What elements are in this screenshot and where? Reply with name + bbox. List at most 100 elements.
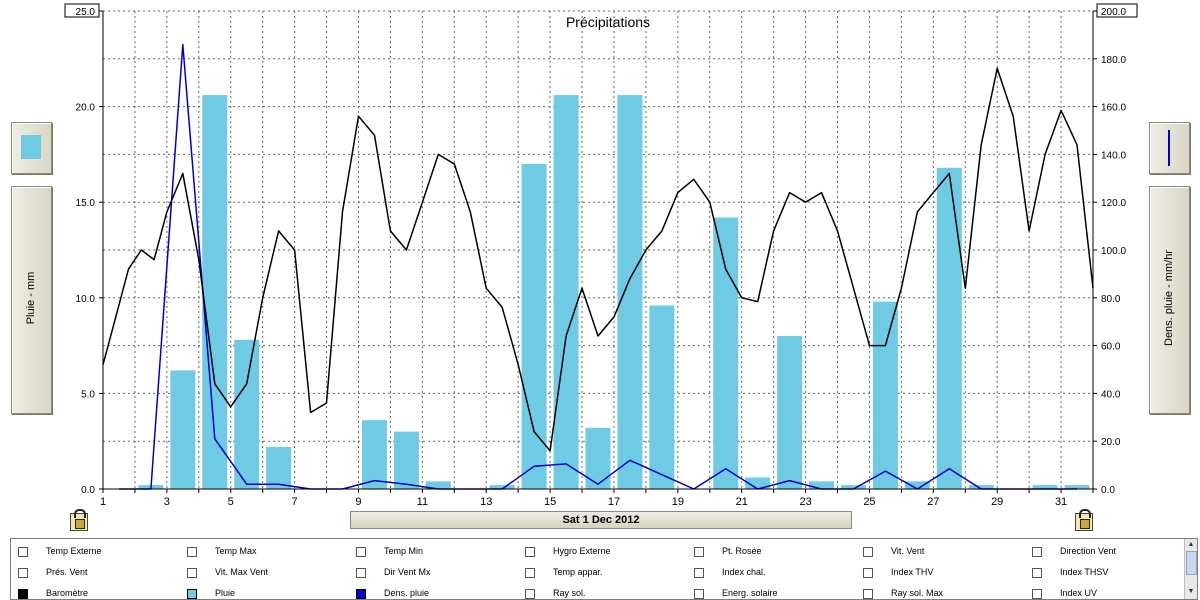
scroll-up-arrow-icon[interactable]: ▲: [1187, 541, 1195, 548]
legend-checkbox[interactable]: [525, 568, 535, 578]
legend-label: Energ. solaire: [722, 588, 778, 598]
right-axis-label-panel[interactable]: Dens. pluie - mm/hr: [1149, 186, 1190, 414]
y-tick-label: 20.0: [76, 103, 96, 114]
y2-top-tick-box: [1096, 3, 1138, 18]
y-tick-label: 10.0: [76, 294, 96, 305]
pluie-bar: [393, 431, 419, 489]
x-tick-label: 11: [417, 496, 428, 505]
legend-checkbox[interactable]: [694, 589, 704, 599]
x-tick-label: 15: [544, 496, 556, 505]
left-lock-icon[interactable]: [70, 509, 88, 531]
legend-label: Temp Externe: [46, 546, 102, 556]
pluie-bar: [840, 485, 866, 489]
right-axis-label: Dens. pluie - mm/hr: [1163, 250, 1175, 346]
pluie-bar: [361, 420, 387, 489]
y2-tick-label: 80.0: [1101, 294, 1121, 305]
x-tick-label: 25: [863, 496, 875, 505]
dens-pluie-series-swatch-panel[interactable]: [1149, 122, 1190, 174]
pluie-series-swatch-panel[interactable]: [11, 122, 52, 174]
dens-pluie-swatch: [1168, 130, 1170, 166]
legend-label: Vit. Max Vent: [215, 567, 268, 577]
series-legend: Temp Externe Temp Max Temp Min Hygro Extern…: [10, 538, 1198, 600]
legend-checkbox[interactable]: [1032, 589, 1042, 599]
legend-label: Index chal.: [722, 567, 766, 577]
pluie-bar: [170, 370, 196, 489]
right-lock-icon[interactable]: [1075, 509, 1093, 531]
legend-checkbox[interactable]: [863, 589, 873, 599]
x-tick-label: 31: [1055, 496, 1067, 505]
pluie-bar: [585, 427, 611, 489]
legend-label: Baromètre: [46, 588, 89, 598]
y2-tick-label: 200.0: [1101, 7, 1126, 18]
pluie-bar: [904, 481, 930, 489]
legend-checkbox[interactable]: [187, 568, 197, 578]
y2-tick-label: 140.0: [1101, 150, 1126, 161]
legend-checkbox[interactable]: [525, 547, 535, 557]
x-tick-label: 3: [164, 496, 170, 505]
legend-checkbox[interactable]: [18, 547, 28, 557]
legend-label: Direction Vent: [1060, 546, 1117, 556]
pluie-bar: [872, 301, 898, 489]
legend-checkbox[interactable]: [356, 568, 366, 578]
left-axis-label: Pluie - mm: [25, 271, 37, 325]
legend-checkbox[interactable]: [356, 589, 366, 599]
x-tick-label: 13: [480, 496, 492, 505]
legend-label: Pluie: [215, 588, 236, 598]
x-tick-label: 27: [927, 496, 939, 505]
chart-title: Précipitations: [566, 14, 650, 30]
y-tick-label: 15.0: [76, 198, 96, 209]
legend-checkbox[interactable]: [1032, 547, 1042, 557]
pluie-bar: [202, 95, 228, 490]
legend-checkbox[interactable]: [694, 547, 704, 557]
legend-checkbox[interactable]: [1032, 568, 1042, 578]
legend-label: Index THV: [891, 567, 934, 577]
x-tick-label: 7: [292, 496, 298, 505]
y2-tick-label: 60.0: [1101, 342, 1121, 353]
pluie-bar: [649, 305, 675, 489]
precipitation-chart: 1 3 5 7 9 11 13 15 17 19 21 23 25 27 29 310.05.010.015.…: [64, 3, 1138, 505]
x-tick-label: 23: [799, 496, 811, 505]
y2-tick-label: 40.0: [1101, 389, 1121, 400]
temp-externe-line: [102, 67, 1094, 452]
x-tick-label: 5: [228, 496, 234, 505]
legend-label: Hygro Externe: [553, 546, 611, 556]
legend-label: Pt. Rosée: [722, 546, 762, 556]
legend-checkbox[interactable]: [694, 568, 704, 578]
scroll-down-arrow-icon[interactable]: ▼: [1187, 588, 1195, 595]
pluie-bar: [713, 217, 739, 489]
left-axis-label-panel[interactable]: Pluie - mm: [11, 186, 52, 414]
legend-checkbox[interactable]: [187, 547, 197, 557]
x-tick-label: 9: [355, 496, 361, 505]
x-tick-label: 21: [736, 496, 748, 505]
legend-label: Ray sol. Max: [891, 588, 944, 598]
legend-scrollbar[interactable]: ▲ ▼: [1184, 539, 1197, 599]
y2-tick-label: 120.0: [1101, 198, 1126, 209]
pluie-bar: [936, 167, 962, 489]
legend-label: Index THSV: [1060, 567, 1109, 577]
pluie-bar: [521, 163, 547, 489]
y2-tick-label: 0.0: [1101, 485, 1115, 496]
y2-tick-label: 20.0: [1101, 437, 1121, 448]
legend-checkbox[interactable]: [18, 589, 28, 599]
y-tick-label: 5.0: [81, 389, 95, 400]
date-scroll-bar[interactable]: Sat 1 Dec 2012: [350, 511, 852, 529]
legend-checkbox[interactable]: [18, 568, 28, 578]
pluie-bar: [1064, 485, 1090, 489]
y-tick-label: 0.0: [81, 485, 95, 496]
legend-label: Dir Vent Mx: [384, 567, 431, 577]
pluie-bar: [553, 95, 579, 490]
legend-checkbox[interactable]: [525, 589, 535, 599]
x-tick-label: 29: [991, 496, 1003, 505]
legend-label: Index UV: [1060, 588, 1098, 598]
legend-label: Temp Min: [384, 546, 424, 556]
scroll-thumb[interactable]: [1186, 551, 1197, 575]
legend-label: Prés. Vent: [46, 567, 88, 577]
legend-checkbox[interactable]: [863, 547, 873, 557]
pluie-bar: [777, 336, 803, 489]
pluie-bar: [968, 485, 994, 489]
x-tick-label: 17: [608, 496, 620, 505]
legend-checkbox[interactable]: [863, 568, 873, 578]
legend-checkbox[interactable]: [187, 589, 197, 599]
legend-label: Ray sol.: [553, 588, 586, 598]
legend-checkbox[interactable]: [356, 547, 366, 557]
